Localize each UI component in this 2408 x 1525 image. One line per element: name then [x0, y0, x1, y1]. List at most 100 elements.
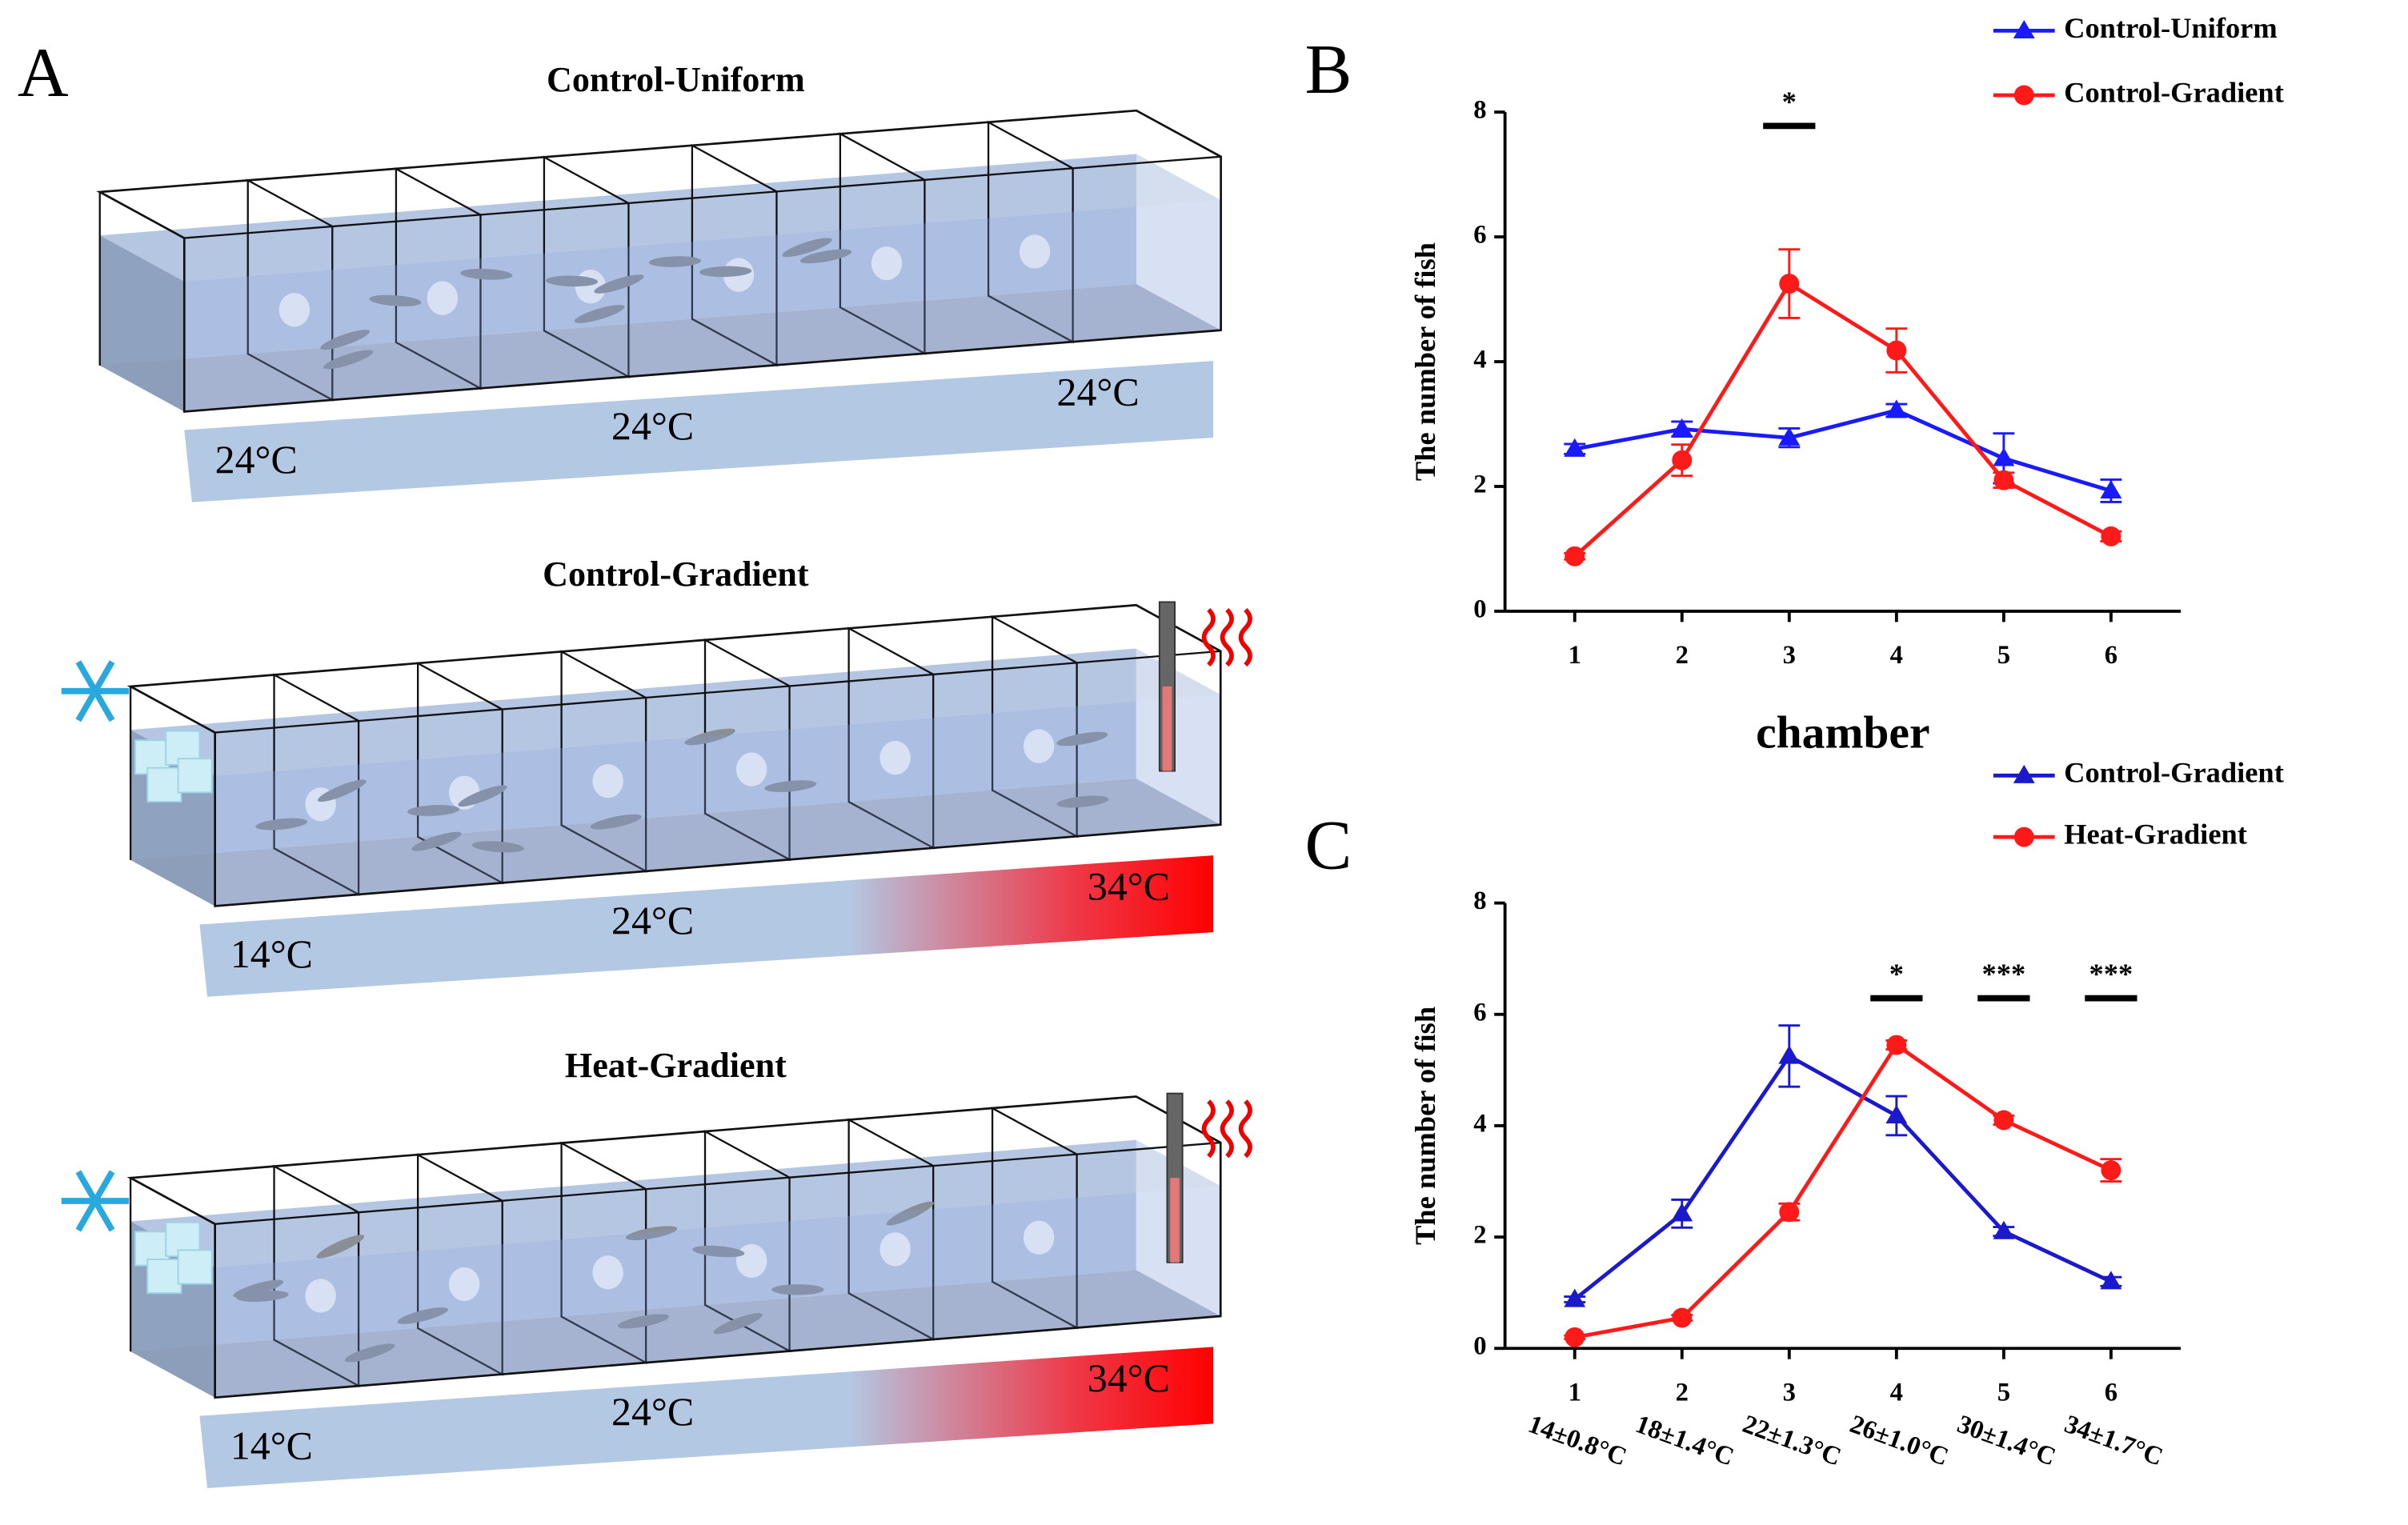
fish [590, 814, 642, 830]
fish [323, 350, 374, 370]
fish [1056, 795, 1109, 808]
y-tick-label: 4 [1473, 346, 1486, 374]
snowflake [75, 1170, 115, 1232]
temperature-label: 24°C [215, 438, 298, 482]
tank-title: Heat-Gradient [565, 1046, 787, 1085]
y-tick-label: 2 [1473, 470, 1486, 498]
series-line [1573, 281, 2112, 558]
x-tick-label: 2 [1676, 641, 1689, 670]
marker [2100, 1271, 2122, 1290]
marker [1564, 438, 1586, 457]
ice-cube [146, 1258, 182, 1295]
tank-floor [130, 779, 1221, 907]
temperature-label: 14°C [230, 1423, 313, 1467]
x-tick-label: 1 [1569, 1378, 1581, 1407]
x-tick-label: 6 [2105, 641, 2118, 670]
marker [1885, 399, 1908, 418]
fish [699, 266, 752, 278]
significance-label: * [1782, 86, 1797, 118]
temperature-strip [184, 361, 1214, 502]
x-tick-label: 3 [1783, 1378, 1796, 1407]
x-sublabel: 18±1.4°C [1632, 1410, 1737, 1472]
heat-wave [1220, 1099, 1234, 1159]
heat-wave [1201, 607, 1216, 667]
hole [305, 1279, 336, 1313]
heat-wave [1220, 607, 1234, 667]
fish [397, 1307, 448, 1324]
legend-marker [2013, 827, 2034, 847]
x-sublabel: 34±1.7°C [2061, 1410, 2166, 1472]
x-tick-label: 6 [2105, 1378, 2118, 1407]
fish [460, 268, 513, 280]
fish [771, 1284, 824, 1295]
water-top [130, 648, 1221, 776]
marker [2101, 526, 2122, 546]
marker [1779, 1202, 1800, 1223]
fish [233, 1279, 284, 1298]
marker [1993, 470, 2014, 490]
significance-label: * [1889, 958, 1904, 990]
x-sublabel: 14±0.8°C [1525, 1410, 1630, 1472]
marker [1778, 1045, 1801, 1064]
marker [2100, 480, 2122, 499]
water-top [99, 154, 1221, 282]
temperature-label: 34°C [1088, 865, 1170, 909]
fish [545, 275, 599, 287]
marker [1885, 1105, 1908, 1124]
y-tick-label: 4 [1473, 1109, 1486, 1138]
x-axis-label: chamber [1756, 708, 1929, 758]
legend-label: Control-Gradient [2064, 76, 2284, 108]
marker [1671, 418, 1693, 437]
marker [1672, 1307, 1693, 1328]
water-front [214, 694, 1221, 907]
x-tick-label: 4 [1890, 641, 1903, 670]
chart: C 0 2 4 6 8 1 2 3 4 5 6 14±0.8°C 18±1.4°C 22±1.3°C 26±1… [1305, 757, 2284, 1472]
marker [1886, 1035, 1907, 1055]
heat-wave [1238, 607, 1252, 667]
fish [316, 1235, 365, 1259]
marker [1993, 1220, 2015, 1239]
hole [1019, 234, 1051, 269]
panel-label: C [1305, 807, 1352, 885]
x-tick-label: 4 [1890, 1378, 1903, 1407]
water-front [184, 200, 1221, 412]
tank: Control-Uniform 24°C 24°C 24°C [96, 60, 1222, 502]
series-line [1574, 1042, 2112, 1339]
temperature-strip [199, 855, 1214, 997]
fish [369, 294, 422, 306]
fish [471, 841, 524, 853]
marker [1564, 1288, 1586, 1307]
temperature-label: 24°C [1057, 370, 1140, 414]
snowflake [75, 660, 115, 722]
fish [594, 274, 644, 294]
y-tick-label: 6 [1473, 998, 1486, 1027]
marker [1993, 1110, 2014, 1131]
y-axis-label: The number of fish [1409, 242, 1441, 481]
tank-title: Control-Uniform [547, 60, 805, 99]
tank-floor [130, 1270, 1221, 1398]
fish [764, 780, 817, 792]
legend-label: Control-Uniform [2064, 12, 2278, 44]
x-tick-label: 5 [1997, 1378, 2010, 1407]
y-tick-label: 6 [1473, 221, 1486, 250]
ice-cube [177, 1249, 213, 1285]
legend-marker [2013, 19, 2035, 38]
hole [1023, 1220, 1055, 1255]
hole [278, 293, 311, 327]
marker [1565, 1327, 1585, 1347]
fish [799, 249, 852, 264]
y-tick-label: 0 [1473, 1332, 1486, 1361]
hole [448, 1267, 480, 1302]
heat-wave [1201, 1099, 1216, 1159]
marker [1778, 426, 1801, 446]
y-axis-label: The number of fish [1409, 1007, 1441, 1245]
fish [407, 805, 460, 816]
marker [2101, 1160, 2122, 1181]
tank-edge [214, 1141, 1221, 1225]
hole [1023, 729, 1055, 763]
significance-label: *** [1982, 958, 2026, 990]
temperature-label: 14°C [230, 932, 313, 976]
legend-label: Heat-Gradient [2064, 818, 2247, 850]
water-front [214, 1186, 1221, 1398]
panel-label: B [1305, 30, 1352, 109]
